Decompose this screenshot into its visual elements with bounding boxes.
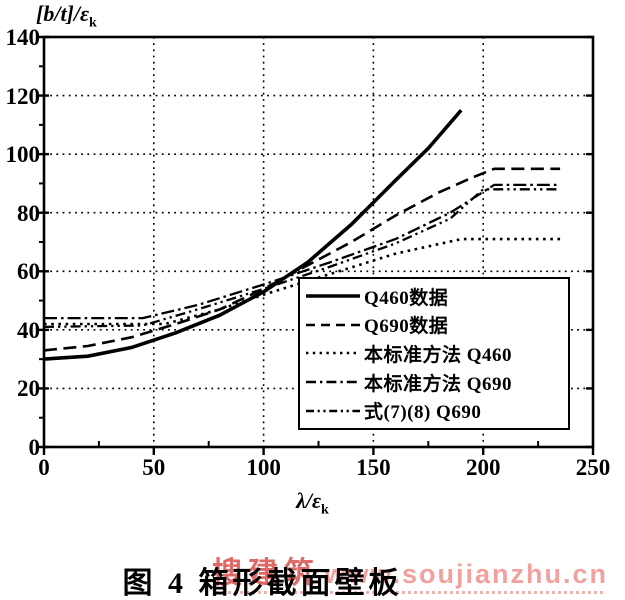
x-tick-label-50: 50 [142,455,166,480]
x-tick-label-200: 200 [465,455,501,480]
x-tick-label-150: 150 [356,455,391,480]
series-curve-0 [43,109,463,361]
y-tick-label-140: 140 [5,25,41,50]
y-axis-title: [b/t]/εk [36,1,97,31]
y-tick-label-120: 120 [5,83,41,109]
legend-label: 本标准方法 Q460 [364,344,513,366]
chart-legend: Q460数据 Q690数据 本标准方法 Q460 本标准方法 Q690 式(7)… [298,277,570,430]
legend-label: 本标准方法 Q690 [364,373,513,395]
y-tick-label-0: 0 [28,435,41,460]
solid-line-sample-icon [306,294,360,299]
series-curve-3 [44,183,561,320]
watermark-underline [215,591,603,594]
watermark-url: www.soujianzhu.cn [324,559,608,589]
y-tick-label-40: 40 [17,317,40,343]
legend-label: Q690数据 [364,316,449,338]
watermark-brand: 搜建筑 [212,557,320,590]
legend-item-q460-data: Q460数据 [304,282,566,310]
legend-item-standard-method-q460: 本标准方法 Q460 [304,339,566,367]
y-tick-label-20: 20 [17,376,40,402]
legend-label: 式(7)(8) Q690 [364,402,482,424]
watermark: 搜建筑 www.soujianzhu.cn [212,548,608,592]
y-tick-label-100: 100 [5,142,41,168]
legend-item-standard-method-q690: 本标准方法 Q690 [304,368,566,396]
x-axis-title: λ/εk [296,488,329,518]
legend-item-eq-7-8-q690: 式(7)(8) Q690 [304,397,566,425]
dashed-line-sample-icon [306,323,360,327]
figure-caption: 图 4 箱形截面壁板 [122,567,403,600]
series-curve-2 [44,237,561,326]
dashdot-line-sample-icon [306,380,360,384]
x-tick-label-0: 0 [38,455,50,480]
legend-item-q690-data: Q690数据 [304,311,566,339]
dotted-line-sample-icon [306,352,360,355]
series-curve-4 [43,188,561,329]
x-tick-label-250: 250 [575,455,611,480]
y-tick-label-80: 80 [17,200,40,226]
legend-label: Q460数据 [364,287,449,309]
y-tick-label-60: 60 [17,259,40,285]
series-curve-1 [43,167,561,352]
dashdotdot-line-sample-icon [306,409,360,412]
x-tick-label-100: 100 [246,455,281,480]
